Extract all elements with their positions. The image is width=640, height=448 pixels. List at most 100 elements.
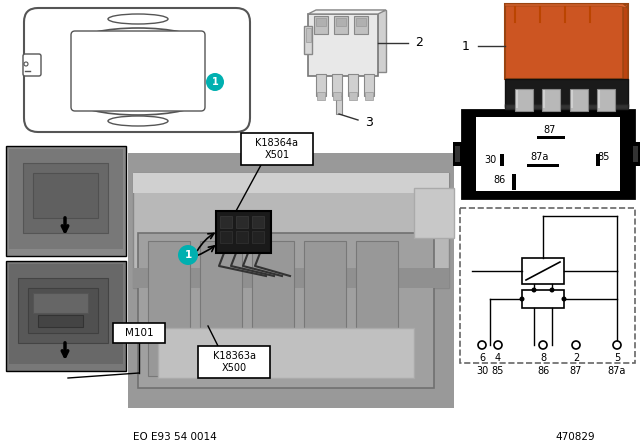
Text: 87: 87 [570,366,582,376]
Text: M101: M101 [125,328,154,338]
Bar [6,146,126,256]
Text: 87a: 87a [608,366,626,376]
Bar [348,74,358,96]
Text: 86: 86 [537,366,549,376]
FancyBboxPatch shape [23,54,41,76]
Circle shape [561,297,566,302]
Bar [133,173,449,288]
Circle shape [613,341,621,349]
Ellipse shape [76,85,200,115]
Circle shape [206,73,224,91]
Bar [500,154,504,166]
Bar [38,315,83,327]
Bar [316,74,326,96]
Bar [9,264,123,364]
Bar [542,89,560,111]
Bar [23,163,108,233]
Bar [365,92,373,100]
Bar [336,96,342,114]
Circle shape [178,245,198,265]
Circle shape [24,62,28,66]
Bar [356,241,398,376]
Bar [133,173,449,193]
Bar [113,323,165,343]
Bar [631,142,640,166]
Bar [349,92,357,100]
Text: 6: 6 [479,353,485,363]
Bar [414,188,454,238]
Bar [453,142,465,166]
Bar [133,268,449,288]
Bar [333,92,341,100]
Text: K18364a: K18364a [255,138,298,148]
Bar [252,231,264,243]
Text: 85: 85 [492,366,504,376]
Bar [3,3,277,141]
Text: X501: X501 [264,150,289,160]
Bar [33,173,98,218]
Bar [304,26,312,54]
Circle shape [531,288,536,293]
Circle shape [539,341,547,349]
Bar [505,104,628,109]
Bar [220,231,232,243]
Bar [537,136,565,139]
Bar [3,143,459,413]
Text: 1: 1 [462,39,470,52]
Circle shape [572,341,580,349]
Bar [512,174,515,190]
Bar [633,146,638,162]
Text: 470829: 470829 [555,432,595,442]
Bar [236,231,248,243]
Bar [138,233,434,388]
Bar [33,293,88,313]
Bar [332,74,342,96]
Bar [462,110,634,198]
Bar [28,288,98,333]
Text: 4: 4 [495,353,501,363]
Bar [316,18,326,26]
Bar [220,216,232,228]
Text: 1: 1 [212,77,218,87]
Bar [252,241,294,376]
Polygon shape [505,4,628,8]
Text: 87a: 87a [531,152,549,162]
Text: 87: 87 [544,125,556,135]
Bar [6,261,126,371]
Bar [334,16,348,34]
Bar [148,241,190,376]
Bar [308,14,378,76]
Bar [356,18,366,26]
Polygon shape [623,4,628,82]
Bar [304,241,346,376]
Text: 3: 3 [365,116,373,129]
Bar [9,149,123,249]
Circle shape [520,297,525,302]
Text: 86: 86 [494,175,506,185]
Bar [597,89,615,111]
Bar [522,258,564,284]
Text: K18363a: K18363a [212,351,255,361]
Text: 30: 30 [484,155,496,165]
Bar [505,79,628,107]
Text: 85: 85 [598,152,610,162]
Text: 8: 8 [540,353,546,363]
Bar [476,117,620,191]
Bar [596,154,600,166]
Ellipse shape [108,116,168,126]
Text: 30: 30 [476,366,488,376]
Text: 2: 2 [573,353,579,363]
Bar [252,216,264,228]
FancyBboxPatch shape [71,31,205,111]
Bar [314,16,328,34]
Bar [505,4,628,79]
Bar [522,290,564,308]
Bar [460,208,635,363]
Bar [236,216,248,228]
Bar [128,153,454,408]
Text: X500: X500 [221,363,246,373]
Bar [200,241,242,376]
Polygon shape [308,10,386,14]
Bar [354,16,368,34]
Circle shape [478,341,486,349]
